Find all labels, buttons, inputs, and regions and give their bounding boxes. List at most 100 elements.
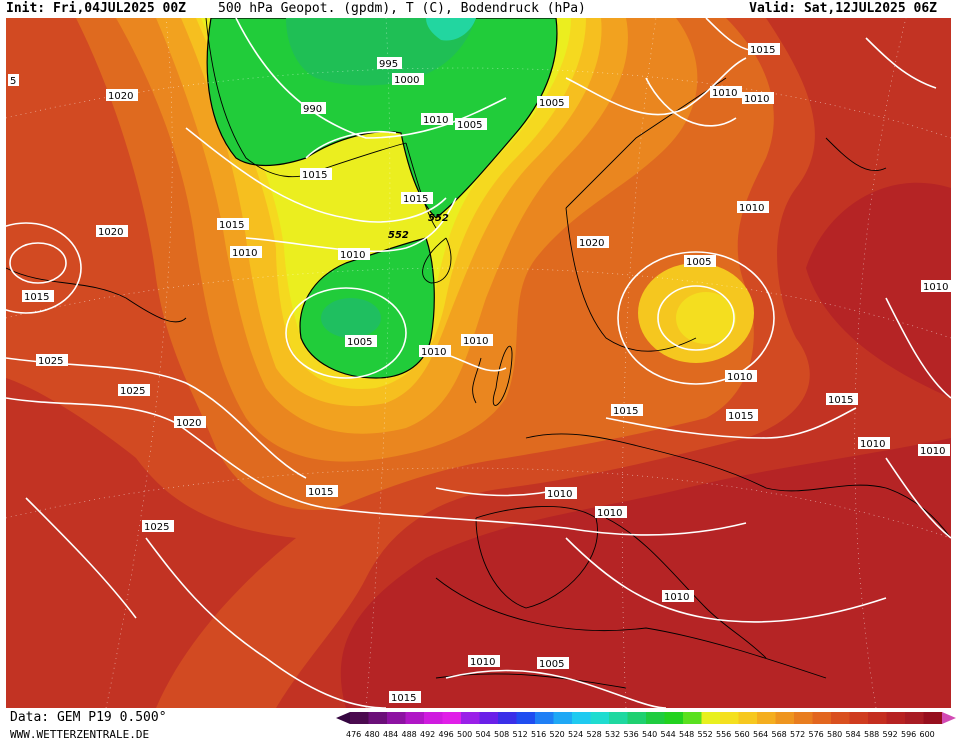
isobar-label: 1010	[463, 336, 488, 347]
init-time: Init: Fri,04JUL2025 00Z	[6, 1, 187, 16]
legend-swatch	[794, 712, 813, 724]
legend-tick-label: 484	[383, 730, 398, 739]
isobar-label: 1010	[923, 282, 948, 293]
legend-swatch	[868, 712, 887, 724]
legend-tick-label: 504	[476, 730, 491, 739]
legend-swatch	[590, 712, 610, 724]
legend-tick-label: 512	[513, 730, 528, 739]
legend-swatch	[553, 712, 573, 724]
legend-swatch	[442, 712, 462, 724]
legend-tick-label: 476	[346, 730, 361, 739]
legend-tick-label: 584	[846, 730, 861, 739]
legend-swatch	[775, 712, 795, 724]
legend-tick-label: 492	[420, 730, 435, 739]
isobar-label-box	[611, 404, 643, 416]
isobar-label: 1015	[302, 170, 327, 181]
legend-swatch	[886, 712, 906, 724]
isobar-label-box	[106, 89, 138, 101]
legend-tick-label: 516	[531, 730, 546, 739]
legend-swatch	[572, 712, 591, 724]
isobar-label: 1020	[579, 238, 604, 249]
isobar-label-box	[710, 86, 742, 98]
isobar-label: 1010	[727, 372, 752, 383]
isobar-label-box	[726, 409, 758, 421]
isobar-label-box	[377, 57, 402, 69]
legend-tick-label: 596	[901, 730, 916, 739]
isobar-label-box	[301, 102, 326, 114]
isobar-label: 1015	[613, 406, 638, 417]
isobar-label: 1010	[712, 88, 737, 99]
legend-arrow-left	[336, 712, 350, 724]
isobar-label-box	[595, 506, 627, 518]
legend-tick-label: 564	[753, 730, 768, 739]
isobar-label-box	[306, 485, 338, 497]
isobar-label-box	[537, 96, 569, 108]
geopotential-field-warm-core-inner	[676, 292, 736, 344]
isobar-label-box	[392, 73, 424, 85]
legend-swatch	[609, 712, 628, 724]
legend-tick-label: 576	[809, 730, 824, 739]
legend-tick-label: 588	[864, 730, 879, 739]
isobar-label-box	[455, 118, 487, 130]
isobar-label-box	[918, 444, 950, 456]
isobar-label: 1010	[423, 115, 448, 126]
isobar-label: 1005	[686, 257, 711, 268]
isobar-label-box	[96, 225, 128, 237]
isobar-label: 1015	[728, 411, 753, 422]
legend-tick-label: 508	[494, 730, 509, 739]
legend-tick-label: 556	[716, 730, 731, 739]
legend-tick-label: 532	[605, 730, 620, 739]
isobar-label-box	[300, 168, 332, 180]
legend-swatch	[905, 712, 924, 724]
legend-tick-label: 480	[365, 730, 380, 739]
isobar-label-box	[737, 201, 769, 213]
isobar-label: 1005	[539, 659, 564, 670]
isobar-label: 1000	[394, 75, 419, 86]
legend-tick-label: 568	[772, 730, 787, 739]
isobar-label: 1025	[144, 522, 169, 533]
legend-swatch	[849, 712, 869, 724]
isobar-label: 1025	[120, 386, 145, 397]
legend-tick-label: 496	[439, 730, 454, 739]
isobar-label: 5	[10, 76, 16, 87]
isobar-label-box	[537, 657, 569, 669]
legend-tick-label: 536	[624, 730, 639, 739]
contour-label-552-b: 552	[388, 230, 409, 241]
isobar-label-box	[662, 590, 694, 602]
isobar-label: 1015	[24, 292, 49, 303]
isobar-label: 1015	[219, 220, 244, 231]
legend-tick-label: 520	[550, 730, 565, 739]
isobar-label-box	[419, 345, 451, 357]
isobar-label-box	[118, 384, 150, 396]
legend-swatch	[405, 712, 425, 724]
legend-swatch	[479, 712, 499, 724]
legend-tick-label: 592	[883, 730, 898, 739]
isobar-label: 1010	[744, 94, 769, 105]
isobar-label: 1020	[176, 418, 201, 429]
isobar-label: 1010	[547, 489, 572, 500]
isobar-label: 1015	[828, 395, 853, 406]
coastlines	[6, 18, 951, 689]
isobar-label: 990	[303, 104, 322, 115]
legend-swatch	[627, 712, 647, 724]
color-legend: 476 480 484 488 492 496 500 504 508 512 516 520 524 5…	[336, 712, 956, 739]
valid-time: Valid: Sat,12JUL2025 06Z	[749, 1, 937, 16]
isobar-label-box	[421, 113, 453, 125]
legend-swatch	[535, 712, 554, 724]
legend-swatch	[461, 712, 480, 724]
isobar-label-box	[921, 280, 951, 292]
isobar-label-box	[725, 370, 757, 382]
isobar-label-box	[22, 290, 54, 302]
isobar-label-box	[389, 691, 421, 703]
chart-title: 500 hPa Geopot. (gpdm), T (C), Bodendruc…	[218, 1, 586, 16]
isobar-label: 1005	[539, 98, 564, 109]
isobar-label: 1010	[232, 248, 257, 259]
site-url: WWW.WETTERZENTRALE.DE	[10, 728, 150, 741]
legend-tick-label: 552	[698, 730, 713, 739]
legend-swatch	[498, 712, 517, 724]
isobars	[6, 18, 951, 708]
legend-swatch	[646, 712, 665, 724]
legend-tick-label: 580	[827, 730, 842, 739]
legend-tick-label: 488	[402, 730, 417, 739]
legend-swatch	[424, 712, 443, 724]
